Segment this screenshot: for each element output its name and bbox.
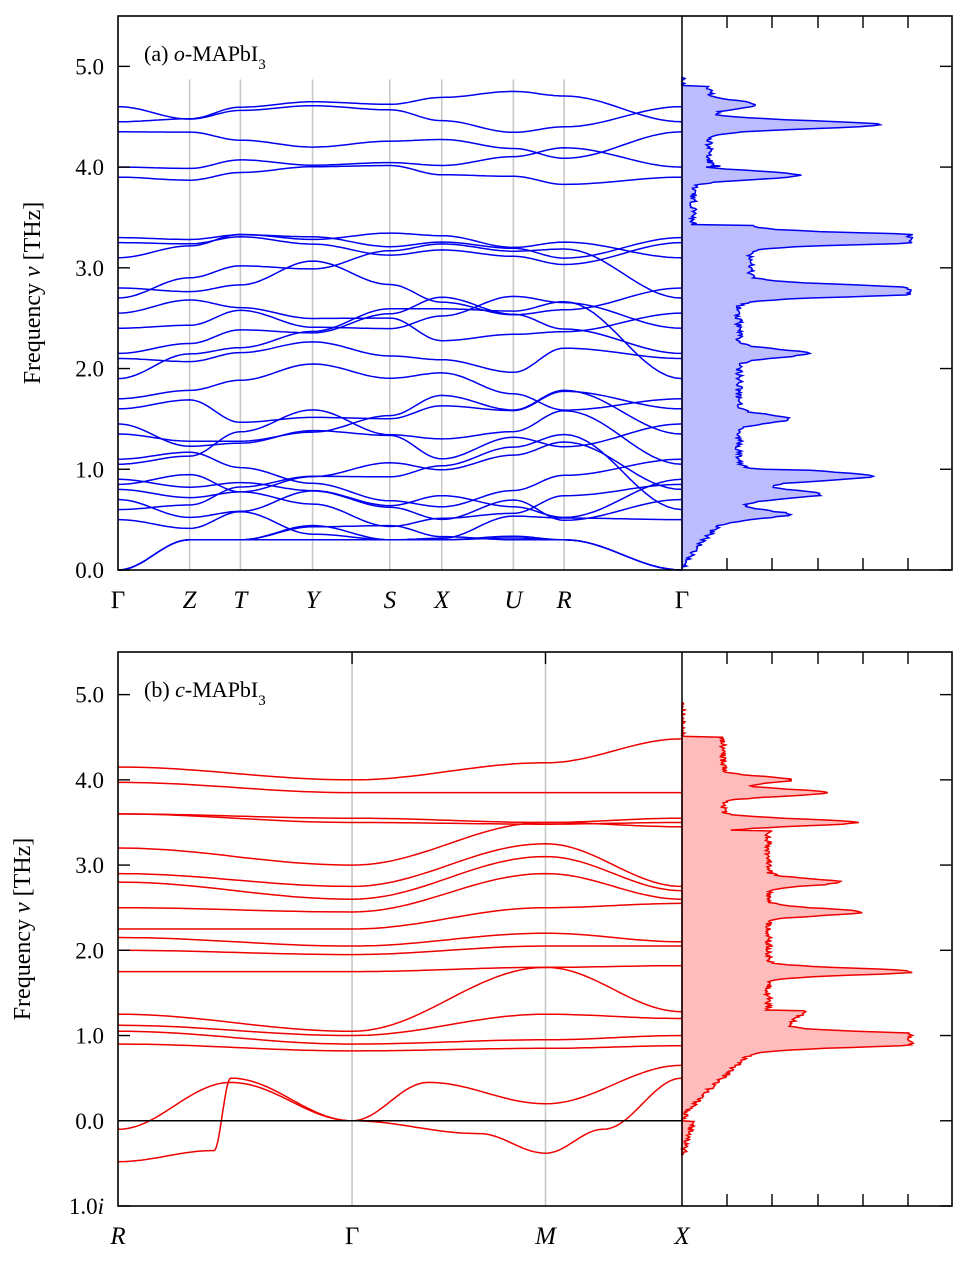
panel-b-dos (679, 702, 915, 1156)
panel-a-frame (117, 15, 953, 571)
band-line (117, 821, 682, 866)
y-tick-label: 2.0 (75, 938, 104, 963)
panel-b-label: (b) c-MAPbI3 (144, 677, 266, 709)
kpoint-label: R (555, 587, 571, 614)
band-line (117, 473, 683, 528)
band-line (117, 389, 683, 442)
kpoint-label: X (673, 1223, 691, 1250)
band-line (118, 781, 682, 794)
kpoint-label: Γ (345, 1223, 359, 1250)
kpoint-label: X (433, 587, 451, 614)
band-line (117, 855, 683, 900)
band-line (117, 537, 683, 571)
y-tick-label: 4.0 (75, 155, 104, 180)
band-line (118, 1043, 682, 1052)
band-line (117, 1077, 683, 1163)
band-line (117, 105, 683, 134)
y-tick-label: 4.0 (75, 768, 104, 793)
band-line (117, 843, 683, 888)
band-line (118, 234, 683, 259)
band-line (117, 524, 683, 571)
band-line (117, 232, 683, 259)
kpoint-label: T (233, 587, 249, 614)
kpoint-label: Y (306, 587, 323, 614)
kpoint-label: S (384, 587, 397, 614)
panel-b-ylabel: Frequency ν [THz] (10, 838, 36, 1021)
band-line (117, 966, 683, 1033)
band-line (118, 902, 682, 930)
panel-a-high-symmetry-lines (188, 79, 565, 570)
band-line (117, 433, 683, 511)
y-tick-label: 2.0 (75, 357, 104, 382)
band-line (117, 296, 683, 355)
band-line (117, 1064, 683, 1131)
band-line (117, 510, 682, 541)
kpoint-label: Γ (111, 587, 125, 614)
y-tick-label: 0.0 (75, 1109, 104, 1134)
panel-a-dos (680, 76, 914, 570)
band-line (118, 341, 683, 374)
band-line (118, 1030, 683, 1045)
band-line (117, 1013, 682, 1037)
kpoint-label: Γ (675, 587, 689, 614)
panel-a-label: (a) o-MAPbI3 (144, 41, 266, 73)
band-line (117, 813, 682, 824)
band-line (117, 363, 683, 411)
band-line (117, 299, 683, 342)
band-line (118, 738, 683, 781)
y-tick-label: 1.0 (75, 1024, 104, 1049)
panel-a-ticks: Γ Z T Y S X U R Γ 0.0 1.0 2.0 3.0 4.0 5.0 (75, 16, 952, 614)
band-line (117, 478, 683, 519)
band-line (118, 147, 683, 170)
band-line (118, 164, 682, 186)
band-line (117, 423, 683, 460)
panel-b-frame (117, 651, 953, 1207)
band-line (118, 872, 683, 913)
band-line (118, 131, 683, 159)
band-line (118, 945, 682, 956)
band-line (117, 441, 683, 499)
panel-a: Γ Z T Y S X U R Γ 0.0 1.0 2.0 3.0 4.0 5.0 (a) o-MAPbI3… (20, 15, 953, 614)
kpoint-label: Z (183, 587, 198, 614)
kpoint-label: R (109, 1223, 125, 1250)
band-line (117, 524, 683, 571)
dos-curve (680, 76, 914, 570)
panel-b-ticks: R Γ M X 1.0i 0.0 1.0 2.0 3.0 4.0 5.0 (69, 652, 952, 1250)
band-line (118, 390, 683, 424)
panel-a-phonon-bands (117, 90, 683, 571)
kpoint-label: M (534, 1223, 557, 1250)
y-tick-label: 5.0 (75, 683, 104, 708)
band-line (117, 90, 683, 123)
y-tick-label: 5.0 (75, 54, 104, 79)
band-line (117, 451, 683, 508)
band-line (117, 813, 682, 825)
y-tick-label: 3.0 (75, 256, 104, 281)
band-line (117, 243, 683, 299)
band-line (117, 295, 683, 330)
y-tick-label: 1.0 (75, 457, 104, 482)
band-line (118, 964, 683, 973)
band-line (117, 490, 683, 522)
dos-curve (679, 702, 915, 1156)
y-tick-label: 0.0 (75, 558, 104, 583)
band-line (117, 300, 683, 380)
y-tick-label: 1.0i (69, 1194, 104, 1219)
band-line (117, 932, 683, 947)
kpoint-label: U (504, 587, 524, 614)
band-line (118, 260, 683, 316)
y-tick-label: 3.0 (75, 853, 104, 878)
panel-b-phonon-bands (117, 738, 683, 1163)
panel-a-ylabel: Frequency ν [THz] (20, 202, 46, 385)
panel-b: R Γ M X1.0i0.01.02.03.04.05.0 (b) c-MAPbI3 … (10, 651, 953, 1250)
band-line (118, 236, 683, 266)
